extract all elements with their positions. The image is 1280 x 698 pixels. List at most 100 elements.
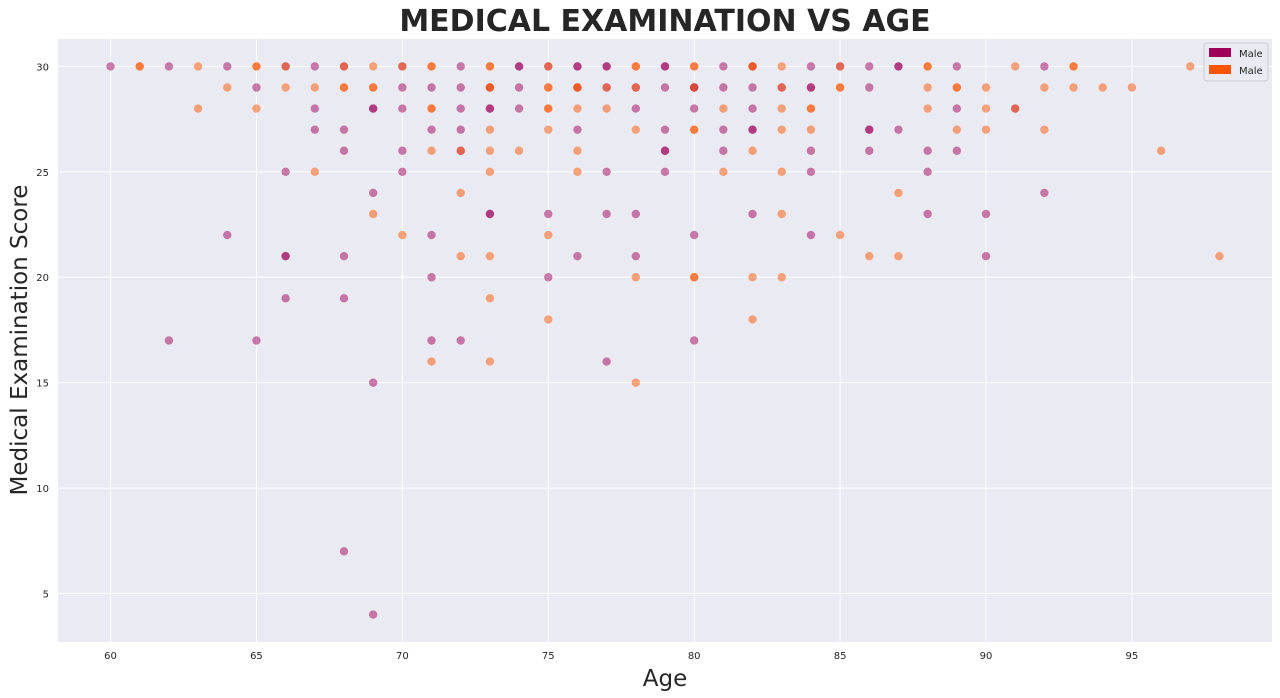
data-point-series-1 xyxy=(544,62,553,71)
x-tick-label: 70 xyxy=(396,651,409,662)
data-point-series-1 xyxy=(427,62,436,71)
data-point-series-1 xyxy=(981,125,991,134)
data-point-series-0 xyxy=(660,125,670,134)
data-point-series-0 xyxy=(631,209,641,219)
x-tick-label: 75 xyxy=(542,651,555,662)
axis-ticks: 60 65 70 75 80 85 90 95 5 10 15 20 25 30 xyxy=(36,62,1138,662)
data-point-series-0 xyxy=(660,83,670,92)
data-point-series-0 xyxy=(164,62,174,71)
data-point-series-0 xyxy=(368,188,378,198)
data-point-series-1 xyxy=(485,125,495,134)
data-point-series-0 xyxy=(310,62,320,71)
data-point-series-0 xyxy=(923,146,932,155)
data-point-series-1 xyxy=(1010,62,1020,71)
data-point-series-0 xyxy=(602,62,611,71)
data-point-series-0 xyxy=(719,146,728,155)
data-point-series-1 xyxy=(777,209,786,219)
data-point-series-0 xyxy=(339,146,349,155)
data-point-series-0 xyxy=(485,104,495,113)
data-point-series-0 xyxy=(660,167,670,177)
data-point-series-1 xyxy=(777,125,786,134)
data-point-series-0 xyxy=(602,167,611,177)
data-point-series-0 xyxy=(310,104,320,113)
data-point-series-0 xyxy=(427,125,436,134)
data-point-series-1 xyxy=(748,273,757,282)
data-point-series-0 xyxy=(427,83,436,92)
data-point-series-0 xyxy=(923,167,932,177)
data-point-series-0 xyxy=(981,209,991,219)
data-point-series-0 xyxy=(981,251,991,261)
data-point-series-1 xyxy=(485,83,495,92)
data-point-series-1 xyxy=(456,188,465,198)
data-point-series-0 xyxy=(223,230,232,240)
data-point-series-0 xyxy=(368,610,378,619)
data-point-series-0 xyxy=(806,62,816,71)
data-point-series-0 xyxy=(310,125,320,134)
data-point-series-1 xyxy=(981,83,991,92)
data-point-series-1 xyxy=(689,83,699,92)
data-point-series-1 xyxy=(544,315,553,324)
data-point-series-1 xyxy=(485,357,495,366)
data-point-series-1 xyxy=(135,62,144,71)
data-point-series-1 xyxy=(281,83,290,92)
x-tick-label: 60 xyxy=(104,651,117,662)
data-point-series-1 xyxy=(835,83,845,92)
data-point-series-1 xyxy=(485,251,495,261)
data-point-series-0 xyxy=(748,125,757,134)
data-point-series-0 xyxy=(456,125,465,134)
data-point-series-1 xyxy=(485,62,495,71)
data-point-series-1 xyxy=(573,167,582,177)
data-point-series-0 xyxy=(865,62,874,71)
data-point-series-0 xyxy=(573,251,582,261)
data-point-series-1 xyxy=(252,62,261,71)
data-point-series-1 xyxy=(310,83,320,92)
data-point-series-1 xyxy=(573,104,582,113)
data-point-series-1 xyxy=(631,62,641,71)
data-point-series-1 xyxy=(952,125,962,134)
data-point-series-0 xyxy=(923,209,932,219)
data-point-series-1 xyxy=(427,146,436,155)
data-point-series-1 xyxy=(894,251,903,261)
data-point-series-0 xyxy=(456,83,465,92)
data-point-series-0 xyxy=(631,251,641,261)
data-point-series-0 xyxy=(806,83,816,92)
data-point-series-0 xyxy=(368,378,378,387)
data-point-series-0 xyxy=(806,230,816,240)
data-point-series-1 xyxy=(894,188,903,198)
data-point-series-1 xyxy=(368,62,378,71)
data-point-series-1 xyxy=(835,62,845,71)
data-point-series-1 xyxy=(689,62,699,71)
data-point-series-1 xyxy=(923,62,932,71)
data-point-series-0 xyxy=(719,62,728,71)
data-point-series-0 xyxy=(719,125,728,134)
legend-label-0: Male xyxy=(1239,49,1263,60)
x-tick-label: 80 xyxy=(688,651,701,662)
data-point-series-1 xyxy=(223,83,232,92)
data-point-series-1 xyxy=(514,146,524,155)
data-point-series-1 xyxy=(719,104,728,113)
data-point-series-0 xyxy=(514,104,524,113)
data-point-series-1 xyxy=(544,230,553,240)
data-point-series-1 xyxy=(1127,83,1137,92)
data-point-series-0 xyxy=(485,209,495,219)
data-point-series-1 xyxy=(544,104,553,113)
x-tick-label: 95 xyxy=(1126,651,1139,662)
y-tick-label: 20 xyxy=(36,273,49,284)
data-point-series-0 xyxy=(456,62,465,71)
data-point-series-1 xyxy=(573,83,582,92)
data-point-series-1 xyxy=(1069,83,1078,92)
data-point-series-1 xyxy=(777,273,786,282)
data-point-series-0 xyxy=(865,146,874,155)
legend: Male Male xyxy=(1203,42,1269,82)
y-tick-label: 25 xyxy=(36,168,49,179)
data-points xyxy=(106,62,1224,619)
data-point-series-1 xyxy=(1069,62,1078,71)
data-point-series-0 xyxy=(223,62,232,71)
data-point-series-1 xyxy=(339,83,349,92)
data-point-series-1 xyxy=(923,104,932,113)
legend-swatch-1 xyxy=(1209,65,1231,74)
data-point-series-1 xyxy=(427,357,436,366)
data-point-series-1 xyxy=(835,230,845,240)
y-tick-label: 15 xyxy=(36,379,49,390)
